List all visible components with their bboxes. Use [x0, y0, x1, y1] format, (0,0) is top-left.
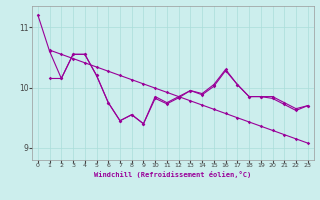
X-axis label: Windchill (Refroidissement éolien,°C): Windchill (Refroidissement éolien,°C) — [94, 171, 252, 178]
